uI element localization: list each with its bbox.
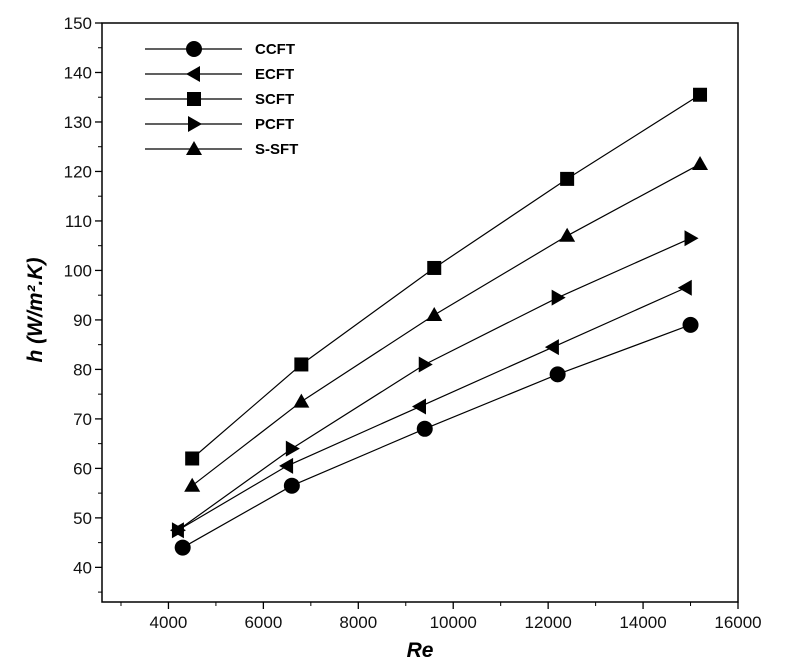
legend-marker-SCFT (187, 92, 201, 106)
x-tick-label-0: 4000 (150, 613, 188, 632)
x-tick-label-3: 10000 (430, 613, 477, 632)
plot-frame (101, 22, 739, 603)
legend-marker-ECFT (186, 66, 200, 82)
legend-marker-S-SFT (186, 141, 202, 155)
point-S-SFT-4 (692, 156, 709, 171)
y-tick-label-8: 120 (64, 162, 92, 181)
point-SCFT-4 (693, 87, 708, 102)
legend: CCFT ECFT SCFT PCFT S-SFT (145, 41, 298, 158)
x-tick-label-1: 6000 (244, 613, 282, 632)
point-S-SFT-1 (293, 393, 310, 408)
y-tick-label-9: 130 (64, 113, 92, 132)
series-line-S-SFT (191, 163, 701, 487)
series-line-PCFT (177, 237, 691, 531)
point-S-SFT-0 (184, 477, 201, 492)
x-tick-label-2: 8000 (339, 613, 377, 632)
y-tick-label-10: 140 (64, 63, 92, 82)
point-ECFT-2 (412, 398, 426, 415)
point-PCFT-3 (551, 289, 566, 306)
x-tick-label-6: 16000 (714, 613, 761, 632)
series-line-ECFT (177, 287, 687, 531)
legend-label-PCFT: PCFT (255, 116, 294, 133)
legend-marker-CCFT (186, 41, 202, 57)
series-lines (177, 94, 701, 549)
point-PCFT-1 (285, 440, 300, 457)
point-ECFT-3 (544, 339, 559, 356)
series-markers (169, 87, 709, 556)
y-tick-label-11: 150 (64, 14, 92, 33)
legend-label-ECFT: ECFT (255, 66, 294, 83)
point-SCFT-2 (427, 260, 442, 275)
y-tick-label-0: 40 (73, 558, 92, 577)
point-CCFT-2 (416, 420, 433, 437)
point-CCFT-4 (682, 316, 699, 333)
point-S-SFT-2 (426, 306, 443, 321)
point-ECFT-1 (279, 457, 294, 474)
y-tick-label-4: 80 (73, 360, 92, 379)
y-tick-label-3: 70 (73, 410, 92, 429)
point-ECFT-4 (677, 279, 692, 296)
point-CCFT-3 (549, 366, 566, 383)
point-PCFT-4 (684, 230, 699, 247)
point-S-SFT-3 (559, 227, 576, 242)
x-axis-title: Re (407, 639, 434, 662)
point-PCFT-0 (171, 522, 186, 539)
y-tick-label-2: 60 (73, 459, 92, 478)
legend-label-S-SFT: S-SFT (255, 141, 298, 158)
y-tick-label-5: 90 (73, 311, 92, 330)
point-SCFT-1 (294, 357, 309, 372)
point-SCFT-0 (185, 451, 200, 466)
axis-ticks: 4000 6000 8000 10000 12000 14000 16000 40 50 60 70… (64, 14, 762, 632)
y-axis-title: h (W/m².K) (24, 258, 47, 363)
point-CCFT-1 (283, 477, 300, 494)
x-tick-label-5: 14000 (619, 613, 666, 632)
point-SCFT-3 (560, 171, 575, 186)
y-tick-label-6: 100 (64, 261, 92, 280)
x-tick-label-4: 12000 (525, 613, 572, 632)
y-tick-label-1: 50 (73, 509, 92, 528)
y-tick-label-7: 110 (65, 212, 92, 231)
legend-label-CCFT: CCFT (255, 41, 295, 58)
point-PCFT-2 (418, 356, 433, 373)
point-CCFT-0 (174, 539, 191, 556)
legend-label-SCFT: SCFT (255, 91, 294, 108)
legend-marker-PCFT (188, 116, 202, 132)
